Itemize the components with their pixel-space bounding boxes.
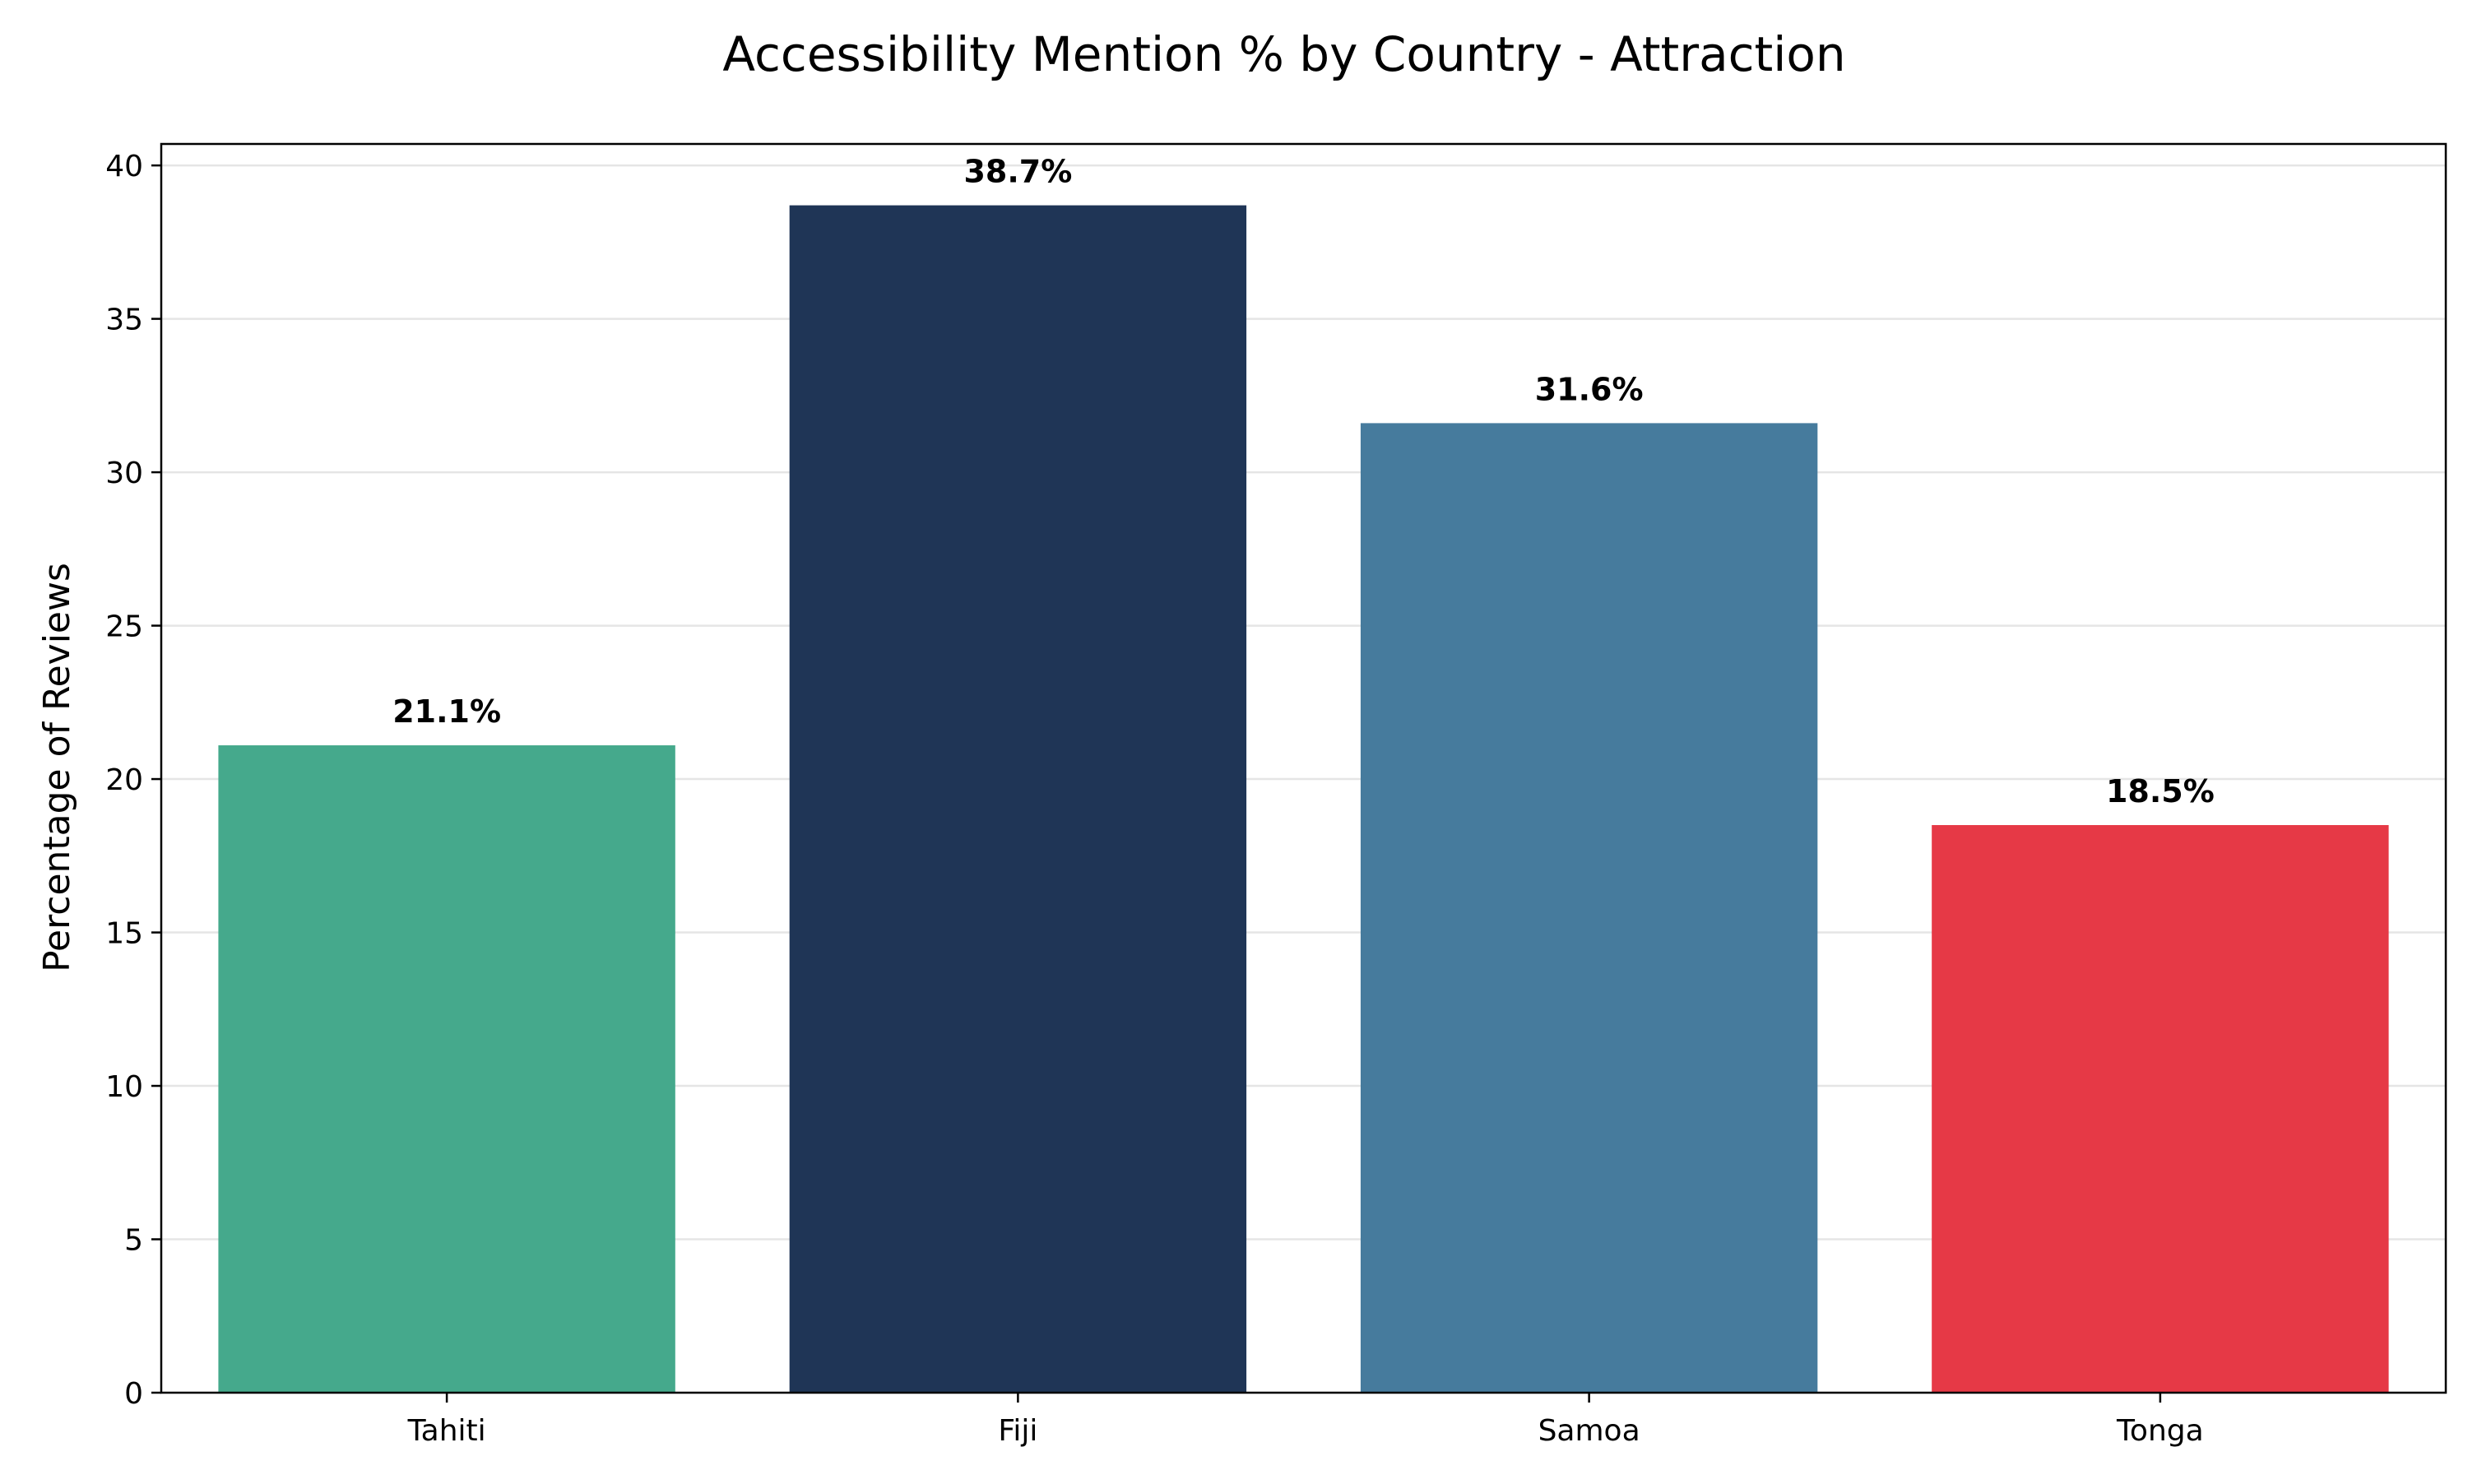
y-tick-label: 10	[105, 1070, 143, 1104]
x-tick-label-tahiti: Tahiti	[407, 1414, 486, 1448]
y-axis-title: Percentage of Reviews	[36, 563, 78, 972]
bar-tahiti	[218, 745, 675, 1393]
y-tick-label: 25	[105, 610, 143, 644]
y-tick-label: 30	[105, 457, 143, 490]
ticks: Tahiti Fiji Samoa Tonga 0 5 10 15 20 25 30 35 40	[105, 150, 2204, 1448]
data-label-samoa: 31.6%	[1535, 371, 1644, 407]
data-labels: 21.1% 38.7% 31.6% 18.5%	[392, 154, 2215, 809]
data-label-tonga: 18.5%	[2106, 773, 2215, 809]
bar-fiji	[789, 205, 1247, 1393]
data-label-tahiti: 21.1%	[392, 693, 501, 730]
x-tick-label-samoa: Samoa	[1538, 1414, 1640, 1448]
y-tick-label: 5	[124, 1224, 143, 1258]
chart-title: Accessibility Mention % by Country - Att…	[722, 26, 1845, 82]
bars	[218, 205, 2389, 1393]
y-tick-label: 0	[124, 1377, 143, 1411]
x-tick-label-tonga: Tonga	[2116, 1414, 2204, 1448]
y-tick-label: 15	[105, 917, 143, 951]
y-tick-label: 20	[105, 763, 143, 797]
y-tick-label: 35	[105, 304, 143, 337]
data-label-fiji: 38.7%	[963, 154, 1072, 190]
x-tick-label-fiji: Fiji	[998, 1414, 1037, 1448]
bar-tonga	[1932, 825, 2389, 1393]
plot-frame	[160, 142, 2447, 1394]
axes	[160, 142, 2447, 1394]
bar-samoa	[1360, 423, 1818, 1393]
y-tick-label: 40	[105, 150, 143, 183]
